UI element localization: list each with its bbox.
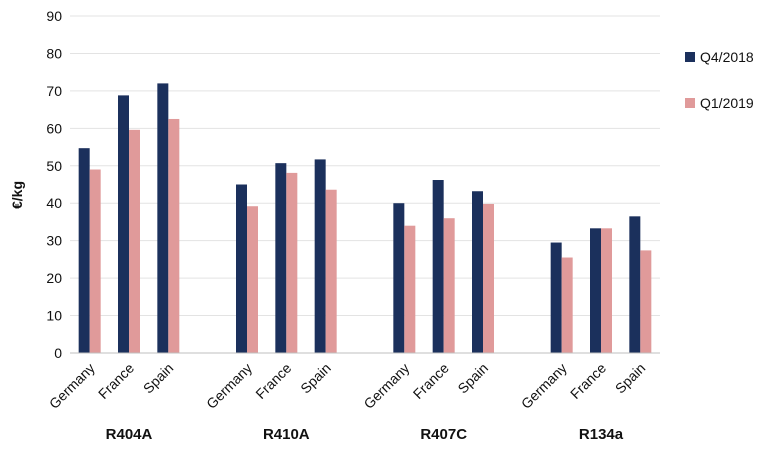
bar-q1-2019 <box>404 225 416 353</box>
y-tick-label: 80 <box>46 45 62 61</box>
group-label: R407C <box>420 426 467 443</box>
y-axis-ticks: 0 10 20 30 40 50 60 70 80 90 <box>46 8 62 361</box>
legend-swatch <box>685 98 695 108</box>
category-label: France <box>567 360 609 402</box>
bar-q1-2019 <box>129 129 140 353</box>
bars <box>78 83 652 354</box>
y-tick-label: 50 <box>46 158 62 174</box>
bar-q1-2019 <box>483 203 494 353</box>
bar-q4-2018 <box>550 242 562 353</box>
bar-q1-2019 <box>325 189 337 353</box>
group-label: R410A <box>263 426 310 443</box>
category-label: France <box>252 360 294 402</box>
bar-q1-2019 <box>286 172 298 353</box>
y-tick-label: 20 <box>46 270 62 286</box>
category-label: Spain <box>297 360 334 397</box>
bar-q1-2019 <box>561 257 573 353</box>
y-tick-label: 0 <box>54 345 62 361</box>
bar-q4-2018 <box>236 184 247 353</box>
category-label: Spain <box>140 360 177 397</box>
category-label: France <box>410 360 452 402</box>
category-label: Germany <box>360 360 412 412</box>
bar-q4-2018 <box>590 228 601 353</box>
category-label: Germany <box>46 360 98 412</box>
bar-q1-2019 <box>601 228 612 353</box>
bar-q1-2019 <box>443 218 455 353</box>
bar-q1-2019 <box>89 169 101 353</box>
group-label: R134a <box>579 426 624 443</box>
bar-q4-2018 <box>629 216 641 353</box>
category-label: Spain <box>454 360 491 397</box>
legend-swatch <box>685 52 695 62</box>
legend: Q4/2018 Q1/2019 <box>685 49 754 111</box>
category-label: Germany <box>203 360 255 412</box>
legend-label: Q4/2018 <box>700 49 754 65</box>
bar-q4-2018 <box>275 163 287 353</box>
legend-label: Q1/2019 <box>700 95 754 111</box>
y-axis-label: €/kg <box>9 181 25 209</box>
bar-q4-2018 <box>393 203 405 353</box>
y-tick-label: 40 <box>46 195 62 211</box>
bar-q4-2018 <box>118 95 129 353</box>
category-label: Spain <box>612 360 649 397</box>
bar-q4-2018 <box>432 180 444 353</box>
bar-q4-2018 <box>472 191 483 353</box>
y-tick-label: 10 <box>46 308 62 324</box>
category-label: France <box>95 360 137 402</box>
group-label: R404A <box>106 426 153 443</box>
bar-q1-2019 <box>247 206 258 353</box>
category-label: Germany <box>518 360 570 412</box>
bar-q1-2019 <box>640 250 652 353</box>
y-tick-label: 70 <box>46 83 62 99</box>
y-tick-label: 90 <box>46 8 62 24</box>
y-tick-label: 60 <box>46 120 62 136</box>
group-labels: R404A R410A R407C R134a <box>106 426 624 443</box>
bar-q1-2019 <box>168 118 180 353</box>
bar-q4-2018 <box>314 159 326 353</box>
bar-q4-2018 <box>157 83 169 354</box>
y-tick-label: 30 <box>46 233 62 249</box>
bar-q4-2018 <box>78 148 90 353</box>
